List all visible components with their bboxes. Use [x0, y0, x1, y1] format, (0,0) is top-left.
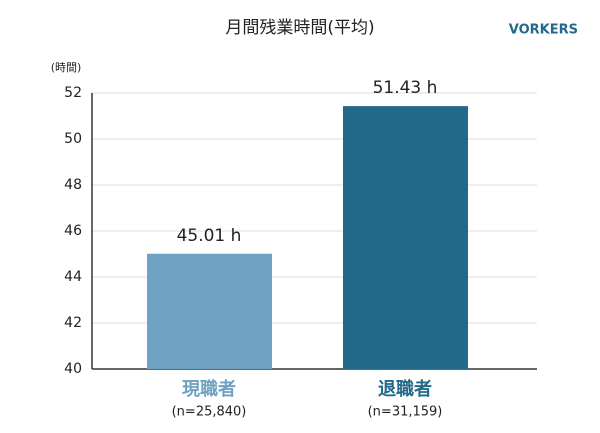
- category-note: (n=25,840): [172, 405, 247, 420]
- y-tick-label: 40: [64, 361, 82, 377]
- bar: [343, 106, 468, 370]
- y-tick-label: 46: [64, 223, 82, 239]
- x-tick-label: 退職者: [378, 378, 432, 400]
- y-axis-label: (時間): [51, 61, 82, 74]
- chart-title: 月間残業時間(平均): [225, 18, 374, 38]
- x-tick-label: 現職者: [182, 378, 236, 400]
- data-label: 45.01 h: [177, 226, 242, 246]
- y-tick-label: 50: [64, 131, 82, 147]
- y-tick-label: 48: [64, 177, 82, 193]
- y-tick-label: 42: [64, 315, 82, 331]
- category-note: (n=31,159): [368, 405, 443, 420]
- y-tick-label: 52: [64, 85, 82, 101]
- bar: [147, 253, 272, 369]
- y-tick-label: 44: [64, 269, 82, 285]
- data-label: 51.43 h: [373, 78, 438, 98]
- brand: VORKERS: [509, 23, 578, 38]
